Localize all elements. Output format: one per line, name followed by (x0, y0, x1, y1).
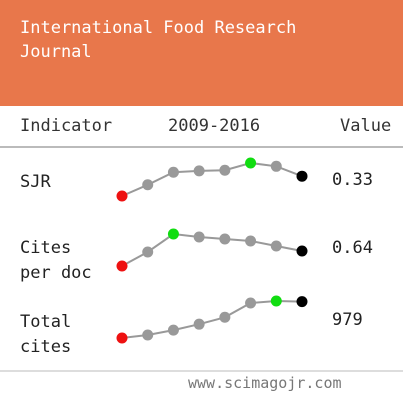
sparkline-point (296, 245, 308, 257)
sparkline-point (270, 295, 282, 307)
sparkline-point (219, 311, 231, 323)
row-label: Cites per doc (20, 238, 92, 283)
sparkline-point (142, 329, 154, 341)
sparkline-point (142, 179, 154, 191)
sparkline-point (142, 246, 154, 258)
sparkline-point (270, 160, 282, 172)
sparkline-point (167, 228, 179, 240)
sparkline-point (193, 231, 205, 243)
row-label: Total cites (20, 312, 72, 357)
row-label: SJR (20, 172, 51, 192)
sparkline-point (116, 190, 128, 202)
sparkline-point (167, 166, 179, 178)
sparkline-point (116, 260, 128, 272)
column-header: Indicator (20, 116, 113, 136)
sparkline-point (167, 324, 179, 336)
row-value: 0.64 (332, 238, 373, 258)
footer-link[interactable]: www.scimagojr.com (188, 374, 342, 392)
row-value: 979 (332, 310, 363, 330)
sparkline-point (296, 296, 308, 308)
column-header: Value (340, 116, 392, 136)
sparkline-point (245, 235, 257, 247)
divider (0, 146, 403, 148)
sparkline-point (116, 332, 128, 344)
sparkline-point (245, 297, 257, 309)
row-value: 0.33 (332, 170, 373, 190)
sparkline-point (296, 170, 308, 182)
sparkline-point (270, 240, 282, 252)
header (0, 0, 403, 106)
sparkline-point (193, 165, 205, 177)
sparkline-point (245, 157, 257, 169)
sparkline-point (219, 164, 231, 176)
column-header: 2009-2016 (168, 116, 261, 136)
journal-title: International Food Research Journal (20, 18, 297, 62)
sparkline-point (219, 233, 231, 245)
divider (0, 370, 403, 372)
sparkline-point (193, 318, 205, 330)
